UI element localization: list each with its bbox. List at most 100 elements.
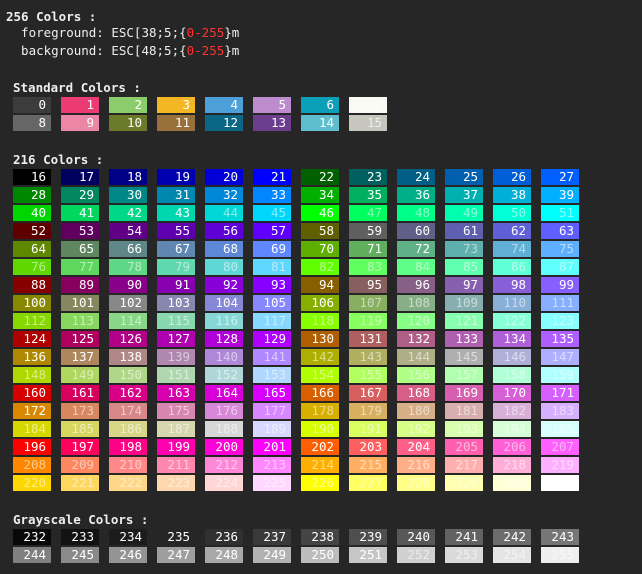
color-swatch-207: 207 [541,439,579,455]
color-swatch-227: 227 [349,475,387,491]
color-swatch-245: 245 [61,547,99,563]
color-swatch-34: 34 [301,187,339,203]
color-swatch-196: 196 [13,439,51,455]
color-swatch-157: 157 [445,367,483,383]
color-swatch-230: 230 [493,475,531,491]
color-swatch-156: 156 [397,367,435,383]
color-swatch-50: 50 [493,205,531,221]
color-swatch-238: 238 [301,529,339,545]
color-swatch-234: 234 [109,529,147,545]
color-swatch-131: 131 [349,331,387,347]
color-swatch-197: 197 [61,439,99,455]
color-swatch-75: 75 [541,241,579,257]
color-swatch-190: 190 [301,421,339,437]
color-swatch-89: 89 [61,277,99,293]
color-swatch-225: 225 [253,475,291,491]
color-swatch-179: 179 [349,403,387,419]
color-swatch-154: 154 [301,367,339,383]
color-swatch-184: 184 [13,421,51,437]
color-swatch-29: 29 [61,187,99,203]
standard-colors-heading: Standard Colors : [13,80,141,95]
color-swatch-185: 185 [61,421,99,437]
color-swatch-209: 209 [61,457,99,473]
color-swatch-236: 236 [205,529,243,545]
color-swatch-57: 57 [253,223,291,239]
color-swatch-58: 58 [301,223,339,239]
color-swatch-130: 130 [301,331,339,347]
color-swatch-63: 63 [541,223,579,239]
color-swatch-84: 84 [397,259,435,275]
color-swatch-12: 12 [205,115,243,131]
color-swatch-174: 174 [109,403,147,419]
color-swatch-233: 233 [61,529,99,545]
color-swatch-107: 107 [349,295,387,311]
color-swatch-159: 159 [541,367,579,383]
color-swatch-44: 44 [205,205,243,221]
color-swatch-215: 215 [349,457,387,473]
color-swatch-241: 241 [445,529,483,545]
color-swatch-80: 80 [205,259,243,275]
color-swatch-1: 1 [61,97,99,113]
color-swatch-106: 106 [301,295,339,311]
color-swatch-83: 83 [349,259,387,275]
color-swatch-173: 173 [61,403,99,419]
color-swatch-110: 110 [493,295,531,311]
color-swatch-152: 152 [205,367,243,383]
color-swatch-248: 248 [205,547,243,563]
color-swatch-192: 192 [397,421,435,437]
color-swatch-211: 211 [157,457,195,473]
color-swatch-18: 18 [109,169,147,185]
color-swatch-28: 28 [13,187,51,203]
color-swatch-226: 226 [301,475,339,491]
color-swatch-70: 70 [301,241,339,257]
color-swatch-254: 254 [493,547,531,563]
color-swatch-95: 95 [349,277,387,293]
color-swatch-169: 169 [445,385,483,401]
color-swatch-48: 48 [397,205,435,221]
color-swatch-102: 102 [109,295,147,311]
color-swatch-206: 206 [493,439,531,455]
color-swatch-208: 208 [13,457,51,473]
color-swatch-141: 141 [253,349,291,365]
color-swatch-231: 231 [541,475,579,491]
color-swatch-202: 202 [301,439,339,455]
color-swatch-74: 74 [493,241,531,257]
color-swatch-126: 126 [109,331,147,347]
color-swatch-246: 246 [109,547,147,563]
color-swatch-117: 117 [253,313,291,329]
color-swatch-56: 56 [205,223,243,239]
color-swatch-122: 122 [493,313,531,329]
color-swatch-79: 79 [157,259,195,275]
color-swatch-250: 250 [301,547,339,563]
color-swatch-240: 240 [397,529,435,545]
color-swatch-64: 64 [13,241,51,257]
color-swatch-247: 247 [157,547,195,563]
color-swatch-36: 36 [397,187,435,203]
color-swatch-239: 239 [349,529,387,545]
color-swatch-163: 163 [157,385,195,401]
color-swatch-224: 224 [205,475,243,491]
color-swatch-2: 2 [109,97,147,113]
color-swatch-109: 109 [445,295,483,311]
color-swatch-180: 180 [397,403,435,419]
color-swatch-146: 146 [493,349,531,365]
color-swatch-127: 127 [157,331,195,347]
color-swatch-191: 191 [349,421,387,437]
color-swatch-205: 205 [445,439,483,455]
color-swatch-116: 116 [205,313,243,329]
color-swatch-155: 155 [349,367,387,383]
color-swatch-140: 140 [205,349,243,365]
color-swatch-125: 125 [61,331,99,347]
foreground-suffix: }m [224,25,240,40]
color-swatch-111: 111 [541,295,579,311]
color-swatch-158: 158 [493,367,531,383]
color-swatch-150: 150 [109,367,147,383]
color-swatch-177: 177 [253,403,291,419]
color-swatch-22: 22 [301,169,339,185]
color-swatch-120: 120 [397,313,435,329]
color-swatch-200: 200 [205,439,243,455]
color-swatch-144: 144 [397,349,435,365]
background-label: background: ESC[48;5;{ [6,43,187,58]
color-swatch-253: 253 [445,547,483,563]
color-swatch-42: 42 [109,205,147,221]
